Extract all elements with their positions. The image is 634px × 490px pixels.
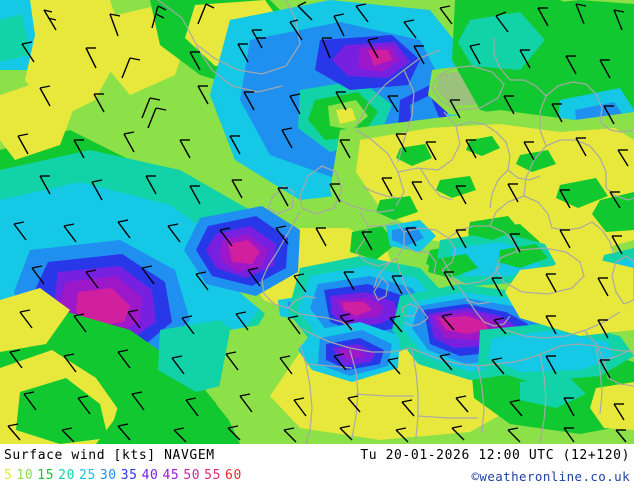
scale-tick-15: 15 xyxy=(37,468,55,483)
scale-tick-45: 45 xyxy=(162,468,180,483)
map-footer: Surface wind [kts] NAVGEM Tu 20-01-2026 … xyxy=(0,444,634,490)
scale-tick-50: 50 xyxy=(183,468,201,483)
scale-tick-20: 20 xyxy=(58,468,76,483)
wind-speed-raster xyxy=(0,0,634,444)
scale-tick-10: 10 xyxy=(16,468,34,483)
scale-tick-30: 30 xyxy=(99,468,117,483)
scale-tick-55: 55 xyxy=(204,468,222,483)
scale-tick-35: 35 xyxy=(120,468,138,483)
product-title: Surface wind [kts] NAVGEM xyxy=(4,448,215,463)
scale-tick-60: 60 xyxy=(225,468,242,483)
scale-tick-40: 40 xyxy=(141,468,159,483)
scale-tick-25: 25 xyxy=(79,468,96,483)
scale-tick-5: 5 xyxy=(4,468,13,483)
valid-datetime: Tu 20-01-2026 12:00 UTC (12+120) xyxy=(360,448,630,463)
copyright-attribution: ©weatheronline.co.uk xyxy=(471,469,630,484)
weather-map-canvas[interactable] xyxy=(0,0,634,444)
wind-speed-color-scale: 5 10 15 20 25 30 35 40 45 50 55 60 xyxy=(4,468,246,483)
